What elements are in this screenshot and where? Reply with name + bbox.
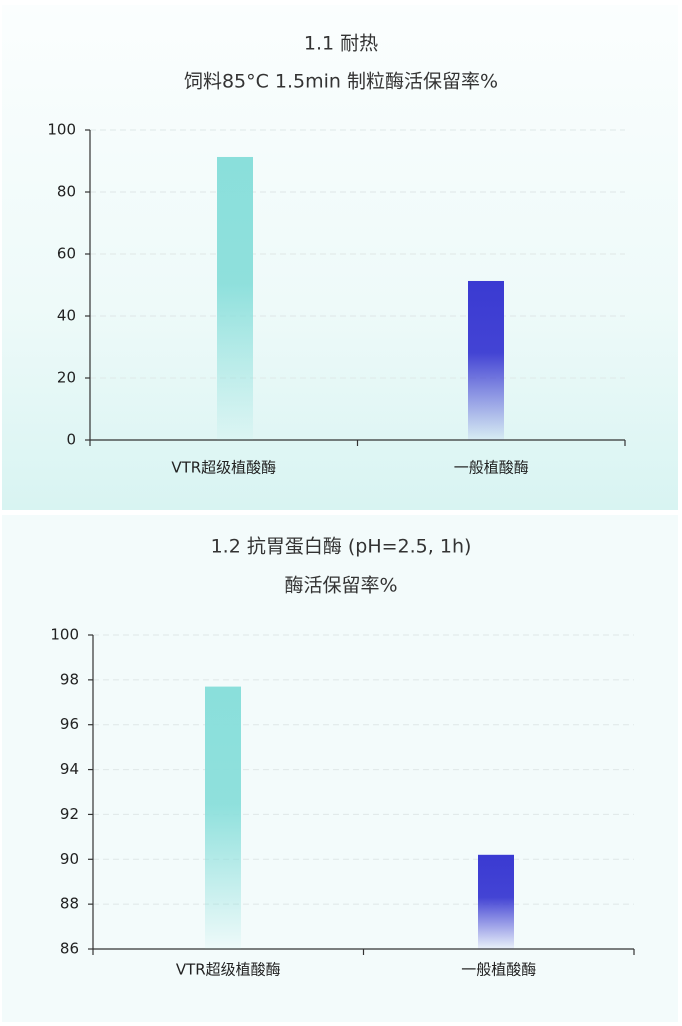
y-tick-label: 100 xyxy=(47,121,76,139)
y-tick-label: 88 xyxy=(60,895,79,913)
y-tick-label: 80 xyxy=(57,183,76,201)
y-tick-label: 86 xyxy=(60,940,79,958)
bar xyxy=(205,686,241,949)
y-tick-label: 40 xyxy=(57,307,76,325)
chart-subtitle: 酶活保留率% xyxy=(284,575,397,597)
chart-title: 1.2 抗胃蛋白酶 (pH=2.5, 1h) xyxy=(211,536,472,558)
panel-2 xyxy=(2,515,678,1022)
chart-subtitle: 饲料85°C 1.5min 制粒酶活保留率% xyxy=(184,71,498,93)
bar xyxy=(217,156,253,440)
y-tick-label: 96 xyxy=(60,715,79,733)
bar xyxy=(478,854,514,949)
y-tick-label: 90 xyxy=(60,850,79,868)
y-tick-label: 60 xyxy=(57,245,76,263)
y-tick-label: 98 xyxy=(60,670,79,688)
x-tick-label: 一般植酸酶 xyxy=(461,961,536,979)
chart-title: 1.1 耐热 xyxy=(304,33,378,55)
y-tick-label: 20 xyxy=(57,369,76,387)
y-tick-label: 94 xyxy=(60,760,79,778)
y-tick-label: 100 xyxy=(50,626,79,644)
x-tick-label: VTR超级植酸酶 xyxy=(171,459,276,477)
panel-1 xyxy=(2,5,678,510)
x-tick-label: 一般植酸酶 xyxy=(454,459,529,477)
y-tick-label: 92 xyxy=(60,805,79,823)
bar xyxy=(468,280,504,440)
y-tick-label: 0 xyxy=(66,431,76,449)
x-tick-label: VTR超级植酸酶 xyxy=(176,961,281,979)
